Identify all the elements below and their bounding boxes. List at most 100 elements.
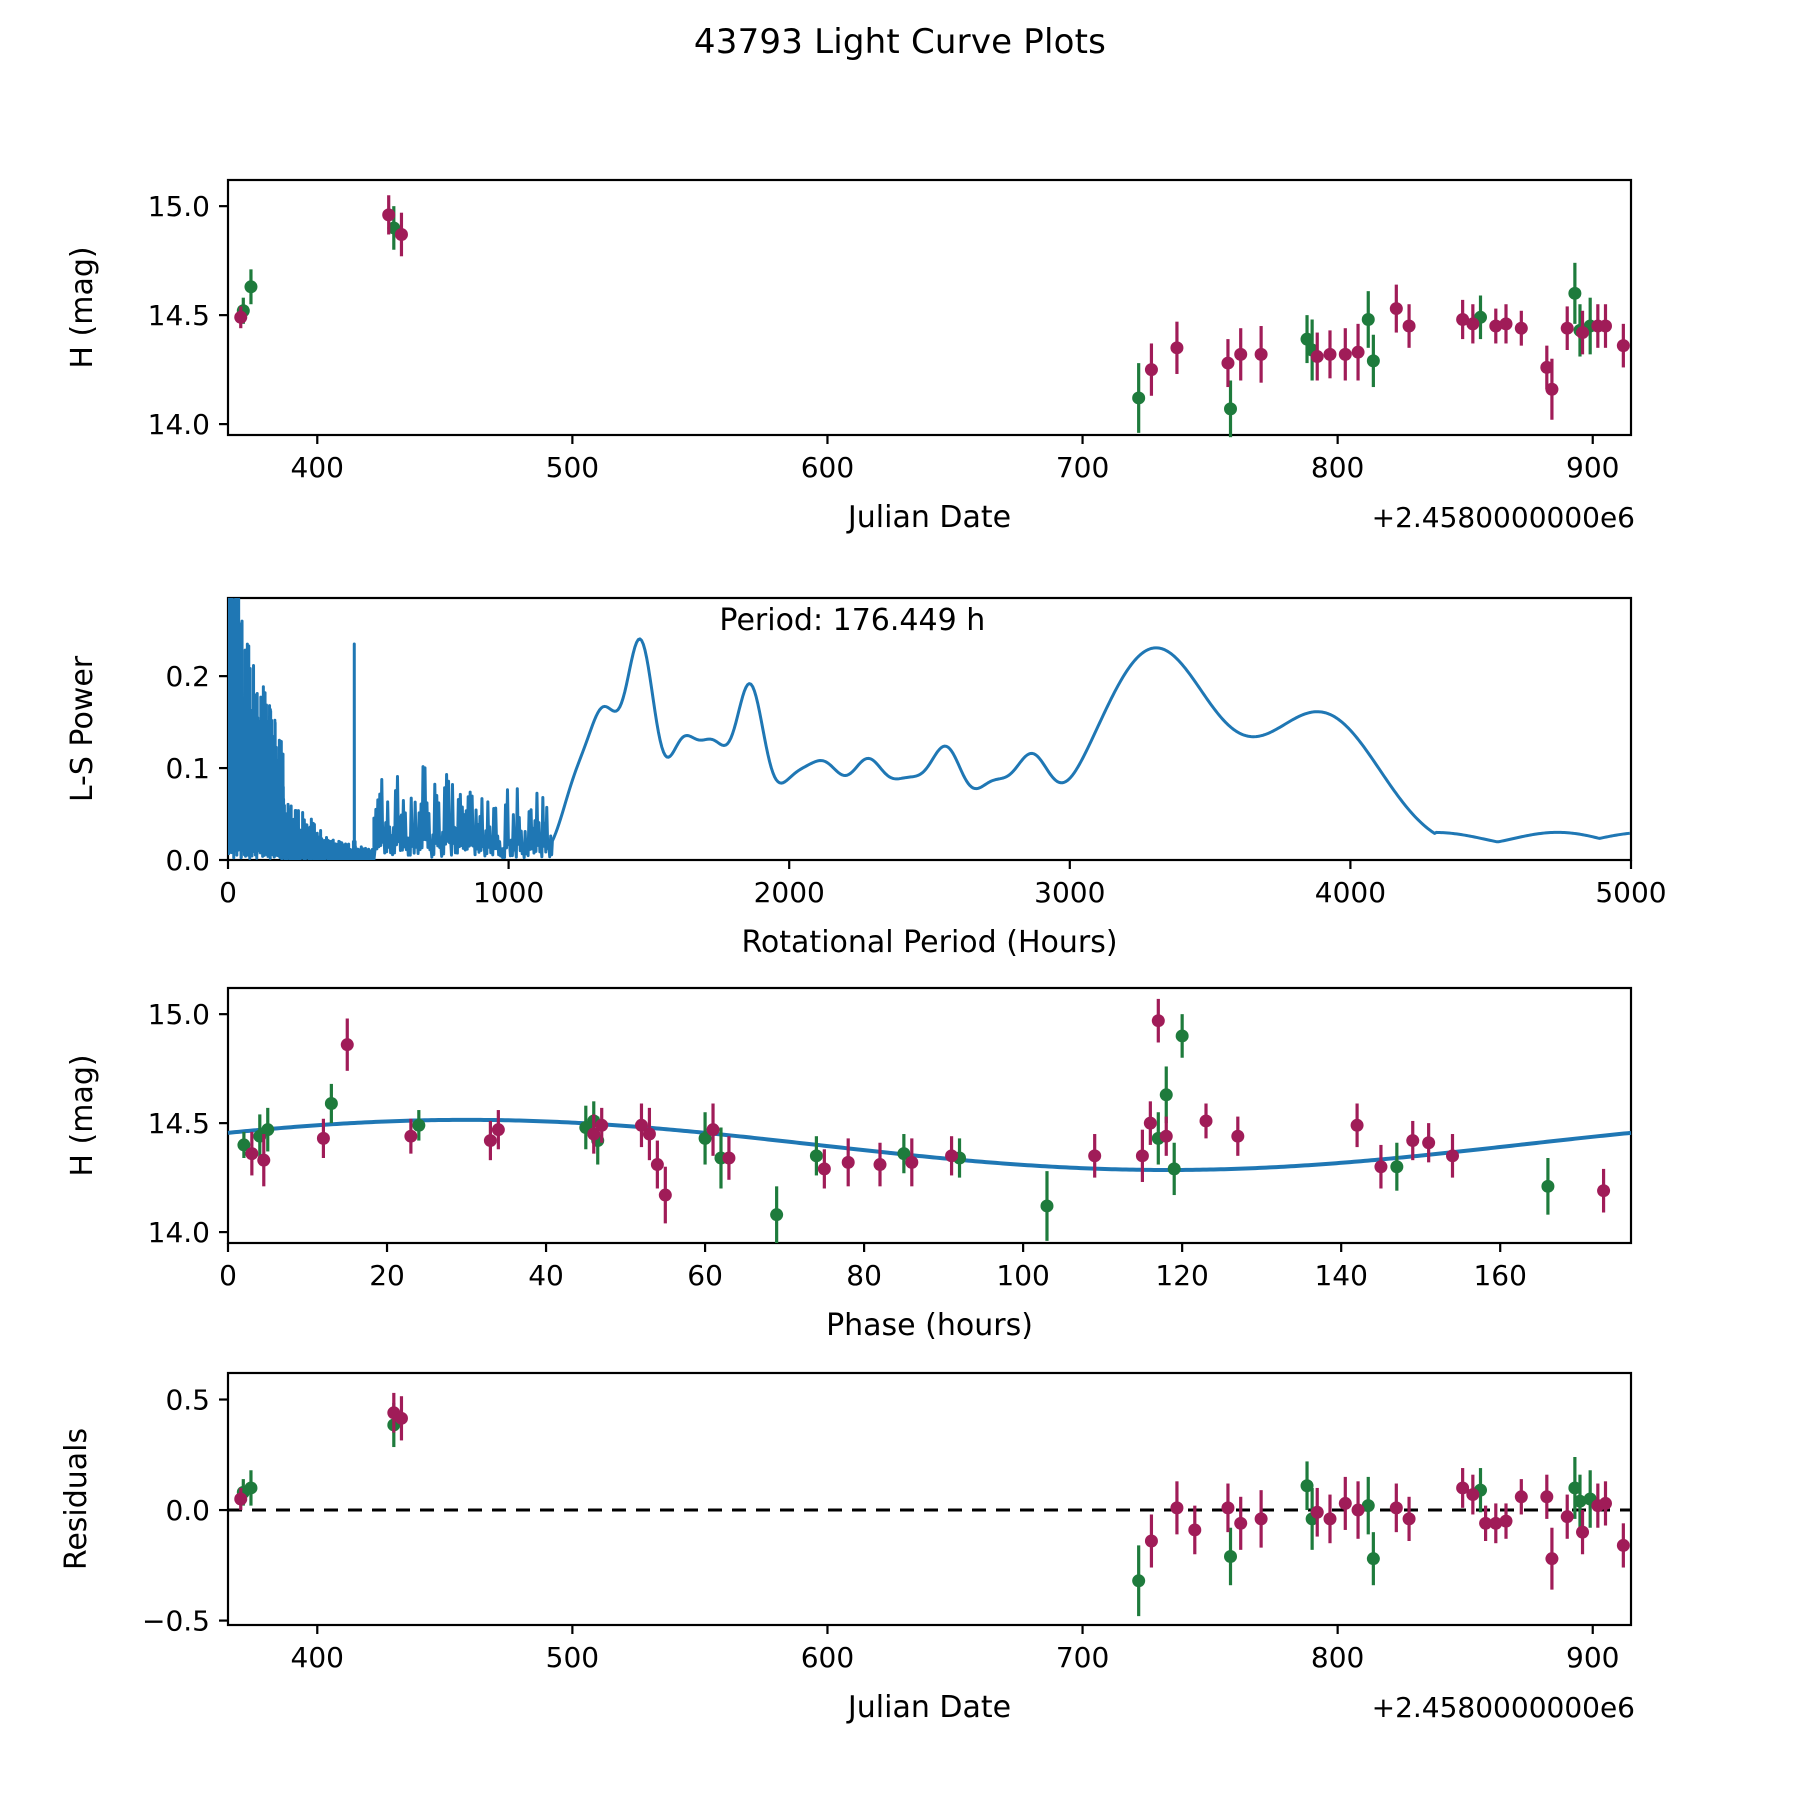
data-point [1300,1479,1314,1493]
data-point [1545,1552,1559,1566]
data-point [244,1481,258,1495]
data-point [1499,1514,1513,1528]
data-point [1144,1534,1158,1548]
svg-text:5000: 5000 [1595,876,1666,909]
data-point [873,1158,887,1172]
data-point [1573,1494,1587,1508]
data-point [1175,1029,1189,1043]
svg-text:−0.5: −0.5 [142,1605,210,1638]
data-point [817,1162,831,1176]
data-point [1446,1149,1460,1163]
residuals-xticks: 400 500 600 700 800 900 [291,1625,1619,1674]
svg-text:140: 140 [1314,1259,1367,1292]
svg-text:700: 700 [1056,1641,1109,1674]
data-point [1159,1129,1173,1143]
data-point [1170,341,1184,355]
data-point [1514,321,1528,335]
data-point [1088,1149,1102,1163]
data-point [1338,347,1352,361]
svg-text:120: 120 [1155,1259,1208,1292]
data-point [1361,1499,1375,1513]
residuals-xlabel: Julian Date [846,1690,1011,1725]
data-point [706,1123,720,1137]
svg-text:100: 100 [996,1259,1049,1292]
phasefold-axis-frame [226,986,1633,1245]
data-point [1540,1490,1554,1504]
residuals-plot-area: −0.5 0.0 0.5 400 500 600 700 800 900 Residuals Jul… [59,1371,1635,1725]
data-point [650,1158,664,1172]
data-point [1366,354,1380,368]
data-point [1199,1114,1213,1128]
phasefold-plot-area: 14.0 14.5 15.0 0 20 40 60 80 100 120 140 160 H (mag)… [65,986,1633,1343]
periodogram-power-curve [228,598,1631,860]
data-point [1489,319,1503,333]
data-point [257,1153,271,1167]
lightcurve-ylabel: H (mag) [65,246,100,368]
data-point [1402,319,1416,333]
data-point [1221,1501,1235,1515]
data-point [1221,356,1235,370]
svg-text:0.2: 0.2 [165,660,210,693]
data-point [394,227,408,241]
data-point [261,1123,275,1137]
data-point [1310,350,1324,364]
periodogram-period-annotation: Period: 176.449 h [719,603,985,638]
data-point [1389,302,1403,316]
data-point [1151,1014,1165,1028]
panel-periodogram: 0.0 0.1 0.2 0 1000 2000 3000 4000 5000 Period: 17… [0,570,1800,970]
data-point [234,310,248,324]
lightcurve-series-r-band [234,195,1630,420]
svg-text:14.0: 14.0 [148,1216,210,1249]
data-point [595,1118,609,1132]
data-point [1598,319,1612,333]
periodogram-xticks: 0 1000 2000 3000 4000 5000 [219,860,1667,909]
data-point [1560,1510,1574,1524]
data-point [1406,1134,1420,1148]
svg-text:0.5: 0.5 [165,1384,210,1417]
data-point [1616,339,1630,353]
data-point [945,1149,959,1163]
data-point [1254,1512,1268,1526]
residuals-axis-frame [226,1371,1633,1627]
svg-text:600: 600 [801,451,854,484]
data-point [1159,1088,1173,1102]
data-point [658,1188,672,1202]
svg-text:0.1: 0.1 [165,752,210,785]
data-point [1254,347,1268,361]
svg-text:160: 160 [1473,1259,1526,1292]
lightcurve-x-offset-label: +2.4580000000e6 [1372,501,1635,534]
svg-text:900: 900 [1566,451,1619,484]
lightcurve-xticks: 400 500 600 700 800 900 [291,435,1619,484]
phasefold-model-curve [227,1117,1632,1172]
data-point [1616,1538,1630,1552]
data-point [245,1147,259,1161]
svg-text:2000: 2000 [754,876,825,909]
data-point [1422,1136,1436,1150]
data-point [1224,402,1238,416]
lightcurve-series-g-band [236,206,1597,438]
phasefold-xlabel: Phase (hours) [826,1308,1033,1343]
phasefold-axes [226,986,1633,1245]
data-point [1389,1501,1403,1515]
lightcurve-plot-area: 14.0 14.5 15.0 400 500 600 700 800 900 H (mag) Jul… [65,178,1635,535]
phasefold-ylabel: H (mag) [65,1054,100,1176]
data-point [404,1129,418,1143]
phasefold-series-r-band [245,998,1611,1224]
lightcurve-yticks: 14.0 14.5 15.0 [148,190,228,441]
data-point [1456,1481,1470,1495]
data-point [1300,332,1314,346]
data-point [642,1127,656,1141]
svg-text:900: 900 [1566,1641,1619,1674]
data-point [1351,345,1365,359]
panel-lightcurve: 14.0 14.5 15.0 400 500 600 700 800 900 H (mag) Jul… [0,150,1800,550]
data-point [722,1151,736,1165]
data-point [841,1155,855,1169]
data-point [1560,321,1574,335]
svg-text:4000: 4000 [1315,876,1386,909]
data-point [1132,391,1146,405]
svg-text:0.0: 0.0 [165,1494,210,1527]
data-point [1456,312,1470,326]
data-point [382,208,396,222]
data-point [1597,1184,1611,1198]
